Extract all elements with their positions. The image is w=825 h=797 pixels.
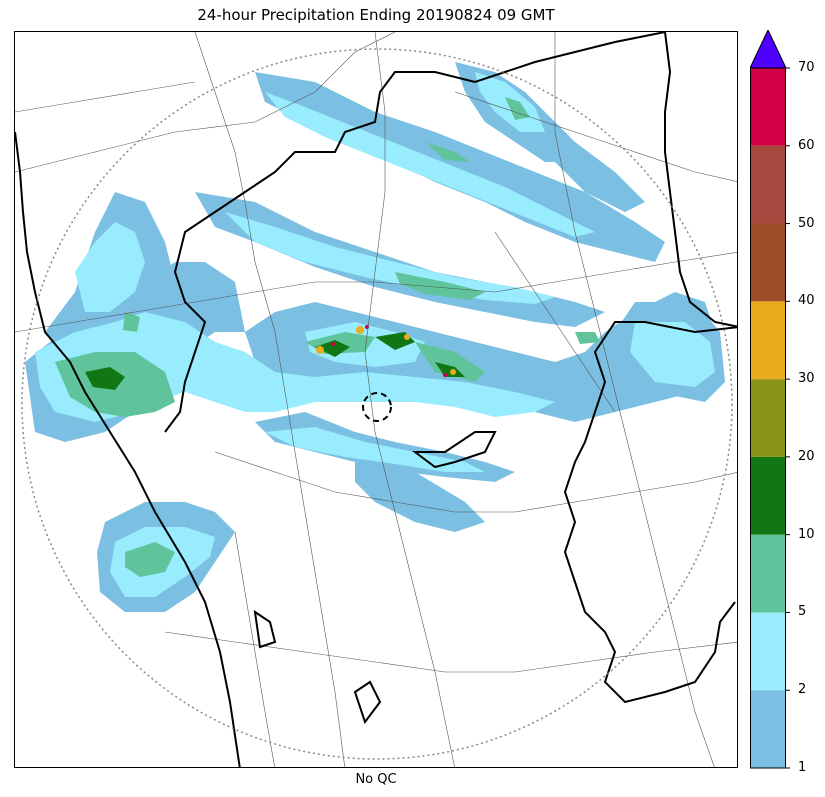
colorbar-frame: [750, 67, 786, 769]
colorbar-segment: [750, 145, 786, 224]
state-borders: [15, 32, 737, 767]
colorbar-segment: [750, 456, 786, 535]
radar-site-marker: [362, 392, 392, 422]
colorbar-segment: [750, 223, 786, 302]
colorbar-tick-label: 60: [798, 137, 815, 153]
colorbar: [750, 30, 790, 769]
colorbar-tick-label: 20: [798, 448, 815, 464]
map-panel[interactable]: [14, 31, 738, 768]
colorbar-tick-label: 50: [798, 215, 815, 231]
x-axis-label: No QC: [355, 772, 397, 787]
radar-range-ring: [21, 48, 733, 760]
colorbar-tick-label: 5: [798, 604, 807, 620]
colorbar-segment: [750, 690, 786, 768]
colorbar-tick-label: 40: [798, 293, 815, 309]
colorbar-segment: [750, 68, 786, 146]
colorbar-segment: [750, 379, 786, 457]
colorbar-tick-label: 10: [798, 526, 815, 542]
district-borders: [15, 32, 737, 767]
colorbar-tick-label: 2: [798, 682, 807, 698]
colorbar-segment: [750, 301, 786, 380]
colorbar-segment: [750, 534, 786, 613]
colorbar-tick-label: 1: [798, 760, 807, 775]
precip-layer-20-40: [316, 326, 456, 375]
colorbar-segment: [750, 612, 786, 691]
map-title: 24-hour Precipitation Ending 20190824 09…: [197, 6, 555, 24]
colorbar-tick-label: 70: [798, 60, 815, 75]
colorbar-tick-label: 30: [798, 371, 815, 387]
precipitation-map: [15, 32, 737, 767]
colorbar-overflow-triangle: [750, 30, 787, 69]
